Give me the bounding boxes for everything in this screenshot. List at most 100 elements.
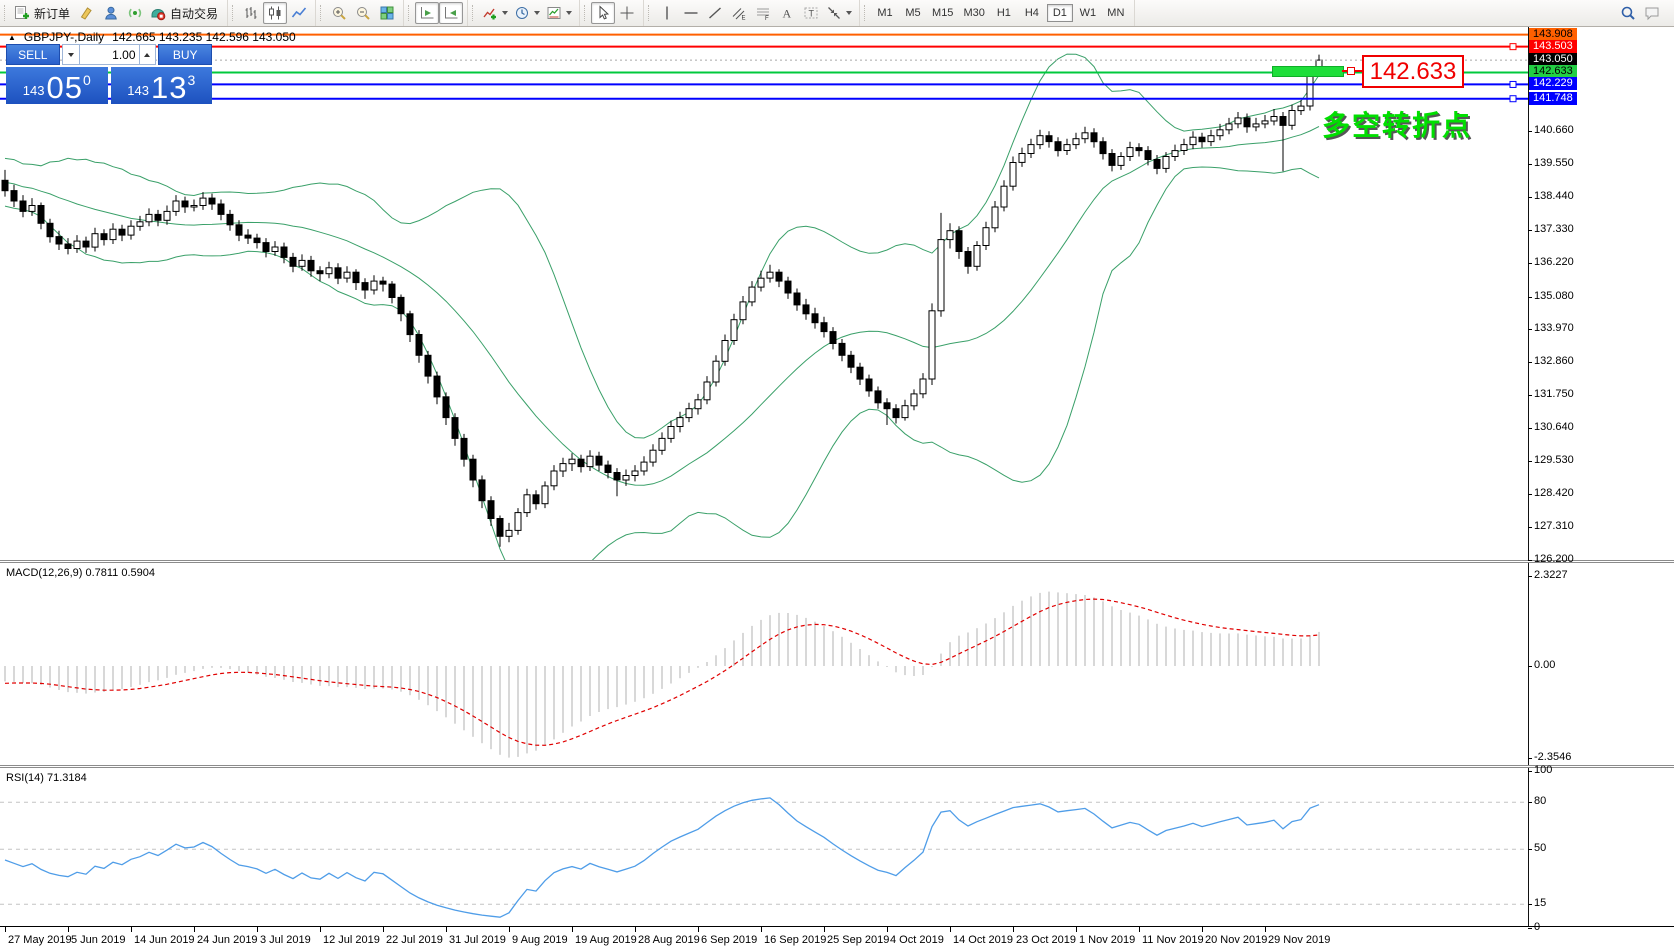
line-anchor-marker[interactable] bbox=[1509, 43, 1517, 51]
indicators-add-button[interactable] bbox=[479, 2, 511, 24]
zoom-out-button[interactable] bbox=[351, 2, 375, 24]
price-axis-tick: 132.860 bbox=[1528, 355, 1574, 367]
auto-scroll-button[interactable] bbox=[415, 2, 440, 24]
chart-line-button[interactable] bbox=[287, 2, 311, 24]
date-axis-tick bbox=[824, 927, 825, 932]
macd-histogram bbox=[4, 591, 1320, 758]
horizontal-line-icon bbox=[683, 5, 699, 21]
date-axis-label: 23 Oct 2019 bbox=[1016, 934, 1076, 946]
date-axis-tick bbox=[5, 927, 6, 932]
tab-timeframe-m5[interactable]: M5 bbox=[900, 4, 926, 22]
text-label-icon: T bbox=[803, 5, 819, 21]
price-flag-label[interactable]: 142.633 bbox=[1362, 55, 1464, 88]
equidistant-channel-button[interactable]: E bbox=[727, 2, 751, 24]
tab-timeframe-d1[interactable]: D1 bbox=[1046, 4, 1073, 22]
vertical-line-button[interactable] bbox=[655, 2, 679, 24]
collapse-panel-icon[interactable]: ▲ bbox=[8, 32, 16, 42]
horizontal-line-button[interactable] bbox=[679, 2, 703, 24]
tile-windows-icon bbox=[379, 5, 395, 21]
text-label-button[interactable]: T bbox=[799, 2, 823, 24]
autotrade-icon bbox=[150, 5, 166, 21]
zoom-in-icon bbox=[331, 5, 347, 21]
arrows-button[interactable] bbox=[823, 2, 855, 24]
dropdown-caret-icon[interactable] bbox=[502, 11, 509, 15]
cursor-button[interactable] bbox=[591, 2, 616, 24]
dropdown-caret-icon[interactable] bbox=[846, 11, 853, 15]
svg-text:E: E bbox=[742, 16, 746, 22]
tab-timeframe-m15[interactable]: M15 bbox=[928, 4, 957, 22]
signals-button[interactable] bbox=[123, 2, 147, 24]
text-button[interactable]: A bbox=[775, 2, 799, 24]
indicators-add-icon bbox=[482, 5, 498, 21]
crosshair-button[interactable] bbox=[615, 2, 639, 24]
date-axis-tick bbox=[635, 927, 636, 932]
date-axis-label: 1 Nov 2019 bbox=[1079, 934, 1136, 946]
dropdown-caret-icon[interactable] bbox=[534, 11, 541, 15]
tab-timeframe-w1[interactable]: W1 bbox=[1075, 4, 1101, 22]
date-axis-tick bbox=[383, 927, 384, 932]
tile-windows-button[interactable] bbox=[375, 2, 399, 24]
date-axis-label: 20 Nov 2019 bbox=[1205, 934, 1268, 946]
tab-timeframe-h1[interactable]: H1 bbox=[991, 4, 1017, 22]
volume-increase-button[interactable] bbox=[138, 44, 157, 65]
turning-point-annotation[interactable]: 多空转折点 bbox=[1322, 110, 1473, 141]
buy-price-big: 13 bbox=[150, 70, 188, 105]
tab-timeframe-mn[interactable]: MN bbox=[1103, 4, 1129, 22]
level-price-tag: 143.503 bbox=[1529, 40, 1577, 53]
chart-shift-button[interactable] bbox=[439, 2, 464, 24]
toolbar-group bbox=[468, 0, 581, 26]
dropdown-caret-icon[interactable] bbox=[566, 11, 573, 15]
volume-input[interactable] bbox=[79, 44, 139, 65]
buy-price-box[interactable]: 143 13 3 bbox=[110, 67, 212, 105]
search-button[interactable] bbox=[1616, 2, 1640, 24]
chart-bars-icon bbox=[243, 5, 259, 21]
macd-panel-canvas[interactable] bbox=[0, 563, 1528, 765]
tab-timeframe-h4[interactable]: H4 bbox=[1019, 4, 1045, 22]
price-axis-tick: 128.420 bbox=[1528, 487, 1574, 499]
panel-separator[interactable] bbox=[0, 560, 1674, 563]
templates-button[interactable] bbox=[543, 2, 575, 24]
panel-separator[interactable] bbox=[0, 765, 1674, 768]
new-order-button[interactable]: 新订单 bbox=[11, 2, 75, 24]
arrows-icon bbox=[826, 5, 842, 21]
zoom-in-button[interactable] bbox=[327, 2, 351, 24]
date-axis-tick bbox=[698, 927, 699, 932]
price-axis-tick: 138.440 bbox=[1528, 190, 1574, 202]
community-button[interactable] bbox=[99, 2, 123, 24]
tab-timeframe-m30[interactable]: M30 bbox=[959, 4, 988, 22]
sell-button[interactable]: SELL bbox=[6, 44, 60, 65]
buy-button[interactable]: BUY bbox=[158, 44, 212, 65]
line-anchor-marker[interactable] bbox=[1509, 95, 1517, 103]
macd-axis-tick: 0.00 bbox=[1527, 659, 1556, 671]
styles-button[interactable] bbox=[75, 2, 99, 24]
trend-line-button[interactable] bbox=[703, 2, 727, 24]
date-axis-label: 6 Sep 2019 bbox=[701, 934, 758, 946]
date-axis-tick bbox=[509, 927, 510, 932]
rsi-panel-canvas[interactable] bbox=[0, 768, 1528, 926]
date-axis-tick bbox=[1202, 927, 1203, 932]
toolbar-group bbox=[316, 0, 405, 26]
date-axis-label: 4 Oct 2019 bbox=[890, 934, 944, 946]
chart-candles-button[interactable] bbox=[263, 2, 288, 24]
date-axis-label: 27 May 2019 bbox=[8, 934, 72, 946]
rsi-axis-tick: 100 bbox=[1527, 764, 1553, 776]
periods-icon bbox=[514, 5, 530, 21]
price-axis-tick: 133.970 bbox=[1528, 322, 1574, 334]
date-axis-tick bbox=[761, 927, 762, 932]
triangle-down-icon bbox=[67, 52, 74, 57]
periods-button[interactable] bbox=[511, 2, 543, 24]
level-price-tag: 143.908 bbox=[1529, 28, 1577, 41]
line-anchor-marker[interactable] bbox=[1509, 80, 1517, 88]
volume-decrease-button[interactable] bbox=[61, 44, 80, 65]
main-chart-canvas[interactable] bbox=[0, 27, 1528, 560]
fibonacci-button[interactable]: F bbox=[751, 2, 775, 24]
green-highlight-bar[interactable] bbox=[1272, 66, 1344, 77]
date-axis-label: 29 Nov 2019 bbox=[1268, 934, 1331, 946]
price-flag-anchor[interactable] bbox=[1347, 67, 1355, 75]
chat-button[interactable] bbox=[1640, 2, 1664, 24]
autotrade-button[interactable]: 自动交易 bbox=[147, 2, 223, 24]
sell-price-box[interactable]: 143 05 0 bbox=[6, 67, 108, 104]
chart-window bbox=[0, 26, 1674, 951]
chart-bars-button[interactable] bbox=[239, 2, 263, 24]
tab-timeframe-m1[interactable]: M1 bbox=[872, 4, 898, 22]
